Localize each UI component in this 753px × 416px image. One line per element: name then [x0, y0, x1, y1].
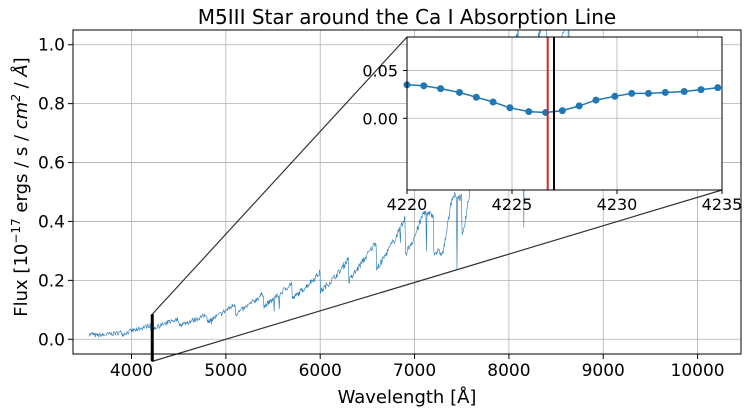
- y-tick-label: 0.0: [38, 330, 65, 350]
- inset-x-tick-label: 4230: [597, 195, 638, 214]
- inset-x-tick-label: 4225: [492, 195, 533, 214]
- y-label-part-cm: cm: [11, 102, 32, 129]
- inset-data-point: [437, 85, 444, 92]
- y-label-cm-exponent: 2: [9, 94, 23, 102]
- inset-data-point: [628, 90, 635, 97]
- chart-title: M5III Star around the Ca I Absorption Li…: [198, 5, 616, 29]
- x-tick-label: 8000: [487, 361, 530, 381]
- x-tick-label: 6000: [299, 361, 342, 381]
- inset-data-point: [645, 90, 652, 97]
- inset-y-tick-label: 0.05: [362, 61, 398, 80]
- inset-data-point: [559, 107, 566, 114]
- inset-data-point: [420, 82, 427, 89]
- y-tick-label: 0.6: [38, 154, 65, 174]
- x-tick-label: 10000: [671, 361, 725, 381]
- inset-data-point: [662, 89, 669, 96]
- inset-x-tick-label: 4235: [702, 195, 743, 214]
- y-label-part-flux: Flux [10: [11, 244, 32, 317]
- zoom-connector-bottom: [152, 190, 722, 361]
- y-tick-label: 1.0: [38, 36, 65, 56]
- inset-data-point: [576, 102, 583, 109]
- x-axis-label: Wavelength [Å]: [338, 386, 477, 408]
- x-tick-label: 7000: [393, 361, 436, 381]
- inset-y-tick-label: 0.00: [362, 109, 398, 128]
- y-label-part-slash: /: [11, 77, 32, 95]
- x-tick-label: 9000: [582, 361, 625, 381]
- y-tick-label: 0.4: [38, 212, 65, 232]
- inset-zoom-panel: 4220 4225 4230 4235 0.00 0.05: [362, 37, 742, 214]
- inset-data-point: [490, 99, 497, 106]
- inset-data-point: [506, 104, 513, 111]
- y-label-exponent: −17: [9, 218, 23, 243]
- inset-data-point: [593, 97, 600, 104]
- inset-data-point: [698, 86, 705, 93]
- inset-data-point: [473, 94, 480, 101]
- inset-data-point: [714, 84, 721, 91]
- inset-data-point: [681, 88, 688, 95]
- inset-x-tick-label: 4220: [387, 195, 428, 214]
- inset-data-point: [611, 93, 618, 100]
- y-label-part-close: ]: [11, 57, 32, 64]
- y-label-part-ergs: ergs / s /: [11, 129, 32, 218]
- y-tick-label: 0.2: [38, 271, 65, 291]
- y-tick-label: 0.8: [38, 95, 65, 115]
- y-axis-label: Flux [10−17 ergs / s / cm2 / Å]: [9, 57, 32, 316]
- y-label-part-angstrom: Å: [10, 64, 32, 77]
- inset-data-point: [456, 89, 463, 96]
- inset-data-point: [525, 108, 532, 115]
- x-tick-label: 4000: [110, 361, 153, 381]
- x-tick-label: 5000: [204, 361, 247, 381]
- inset-background: [407, 37, 722, 190]
